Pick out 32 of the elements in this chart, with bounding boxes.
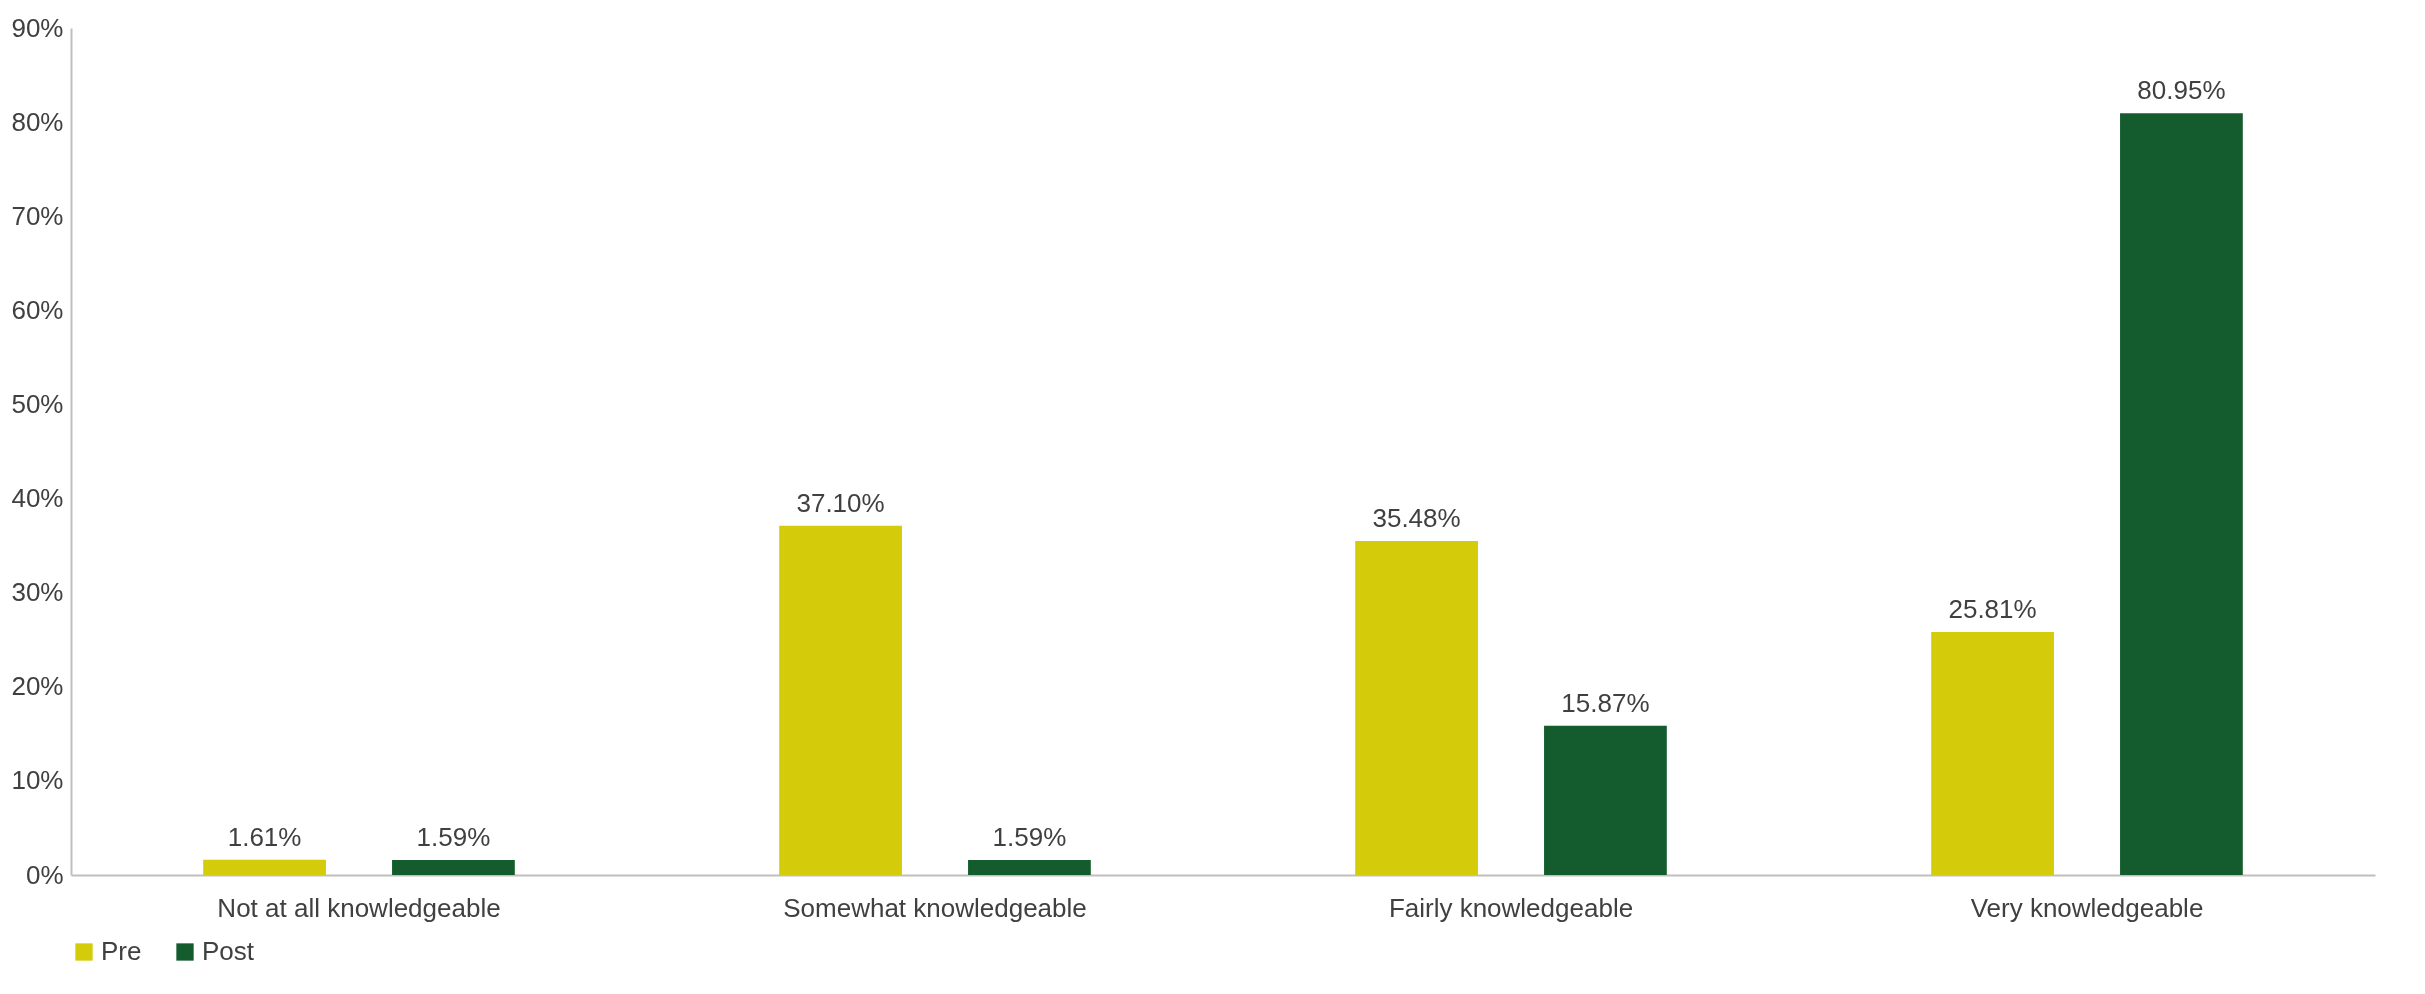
x-tick-label: Very knowledgeable bbox=[1970, 892, 2204, 923]
y-tick-label: 70% bbox=[11, 200, 64, 231]
x-tick-label: Not at all knowledgeable bbox=[217, 892, 501, 923]
bar bbox=[779, 525, 902, 875]
y-tick-label: 40% bbox=[11, 483, 64, 514]
data-label: 80.95% bbox=[2137, 75, 2226, 106]
bar bbox=[392, 860, 515, 875]
data-label: 25.81% bbox=[1948, 594, 2037, 625]
bar bbox=[1931, 632, 2054, 875]
y-tick-label: 20% bbox=[11, 671, 64, 702]
y-tick-label: 0% bbox=[25, 859, 64, 890]
bar bbox=[1355, 541, 1478, 875]
bar bbox=[203, 859, 326, 875]
y-tick-label: 50% bbox=[11, 388, 64, 419]
data-label: 1.59% bbox=[992, 822, 1067, 853]
x-tick-label: Somewhat knowledgeable bbox=[783, 892, 1087, 923]
y-tick-label: 90% bbox=[11, 12, 64, 43]
x-tick-label: Fairly knowledgeable bbox=[1388, 892, 1634, 923]
data-label: 1.59% bbox=[416, 822, 491, 853]
legend-label: Post bbox=[202, 936, 255, 966]
bar bbox=[968, 860, 1091, 875]
y-tick-label: 10% bbox=[11, 765, 64, 796]
data-label: 37.10% bbox=[796, 487, 885, 518]
data-label: 35.48% bbox=[1372, 503, 1461, 534]
legend-label: Pre bbox=[101, 936, 142, 966]
y-tick-label: 60% bbox=[11, 294, 64, 325]
y-tick-label: 30% bbox=[11, 577, 64, 608]
data-label: 1.61% bbox=[227, 821, 302, 852]
bar bbox=[1544, 725, 1667, 875]
bar bbox=[2120, 113, 2243, 875]
y-tick-label: 80% bbox=[11, 106, 64, 137]
data-label: 15.87% bbox=[1561, 687, 1650, 718]
